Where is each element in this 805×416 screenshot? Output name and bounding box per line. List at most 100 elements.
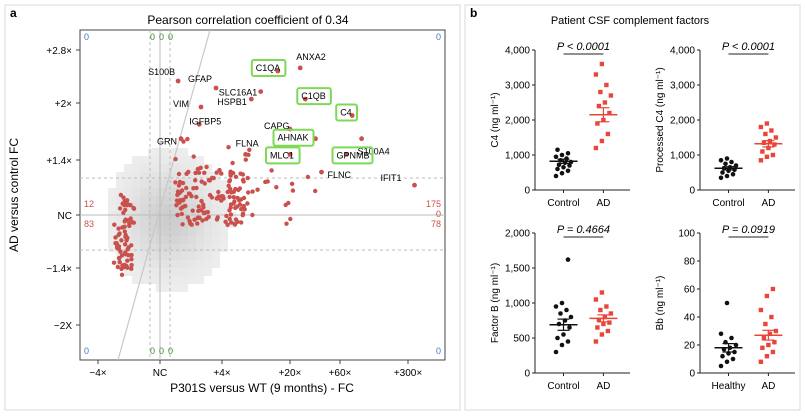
- density-cell: [124, 172, 132, 180]
- data-point: [555, 335, 560, 341]
- panel-a-label: a: [10, 6, 17, 20]
- data-point: [607, 320, 612, 325]
- data-point: [770, 152, 776, 158]
- density-cell: [220, 236, 228, 244]
- density-cell: [188, 188, 196, 196]
- density-cell: [132, 156, 140, 164]
- data-point: [769, 128, 774, 133]
- density-cell: [188, 180, 196, 188]
- density-cell: [180, 228, 188, 236]
- strip-y-label: Processed C4 (ng ml⁻¹): [655, 67, 666, 172]
- density-cell: [172, 164, 180, 172]
- density-cell: [164, 260, 172, 268]
- y-tick-label: 60: [684, 285, 696, 296]
- scatter-point: [194, 194, 199, 200]
- density-cell: [172, 236, 180, 244]
- scatter-point: [216, 189, 221, 195]
- density-cell: [196, 244, 204, 252]
- density-cell: [140, 188, 148, 196]
- density-cell: [188, 268, 196, 276]
- density-cell: [204, 268, 212, 276]
- density-cell: [212, 188, 220, 196]
- data-point: [724, 359, 730, 365]
- density-cell: [220, 188, 228, 196]
- scatter-point: [122, 242, 128, 247]
- scatter-point: [204, 164, 209, 170]
- strip-chart-1: 0 1,000 2,000 3,000 4,000 C4 (ng ml⁻¹) Control…: [490, 41, 630, 209]
- scatter-point: [117, 256, 122, 261]
- density-cell: [132, 276, 140, 284]
- scatter-point: [236, 187, 241, 193]
- labeled-point-c1qa: [275, 68, 281, 74]
- density-cell: [172, 244, 180, 252]
- p-value-label: P < 0.0001: [722, 41, 775, 53]
- density-cell: [140, 276, 148, 284]
- data-point: [605, 131, 611, 137]
- density-cell: [140, 236, 148, 244]
- data-point: [760, 149, 765, 154]
- density-cell: [140, 268, 148, 276]
- data-point: [764, 121, 770, 126]
- density-cell: [204, 188, 212, 196]
- density-cell: [108, 212, 116, 220]
- density-cell: [108, 236, 116, 244]
- count-bottom-green: 0: [159, 346, 164, 356]
- density-cell: [204, 260, 212, 268]
- y-tick-label: 3,000: [670, 81, 695, 92]
- labeled-point-s100a4: [359, 136, 364, 142]
- data-point: [555, 166, 560, 172]
- density-cell: [164, 268, 172, 276]
- panel-b-frame: [464, 4, 801, 411]
- count-bottom-green: 0: [150, 346, 155, 356]
- scatter-point: [243, 157, 248, 162]
- data-point: [595, 121, 600, 126]
- scatter-point: [229, 220, 234, 225]
- scatter-point: [190, 208, 195, 213]
- scatter-point: [119, 272, 125, 277]
- density-cell: [164, 180, 172, 188]
- density-cell: [204, 180, 212, 188]
- point-label-c4: C4: [340, 108, 352, 118]
- density-cell: [124, 260, 132, 268]
- point-label-gpnmb: GPNMB: [337, 150, 370, 160]
- density-cell: [204, 244, 212, 252]
- scatter-point: [127, 223, 132, 229]
- density-cell: [212, 228, 220, 236]
- density-cell: [116, 212, 124, 220]
- strip-y-label: C4 (ng ml⁻¹): [490, 92, 501, 147]
- data-point: [733, 163, 739, 168]
- category-label-ad: AD: [596, 381, 610, 392]
- density-cell: [188, 164, 196, 172]
- density-cell: [148, 180, 156, 188]
- data-point: [604, 82, 609, 88]
- count-bottom-green: 0: [168, 346, 173, 356]
- density-cell: [196, 276, 204, 284]
- density-cell: [108, 220, 116, 228]
- scatter-point: [233, 174, 239, 179]
- density-cell: [140, 260, 148, 268]
- density-cell: [148, 172, 156, 180]
- x-axis-label: P301S versus WT (9 months) - FC: [170, 381, 354, 395]
- scatter-point: [178, 206, 184, 211]
- density-cell: [220, 220, 228, 228]
- count-top-green: 0: [150, 32, 155, 42]
- density-cell: [196, 268, 204, 276]
- y-tick-label: NC: [58, 211, 72, 222]
- density-cell: [164, 284, 172, 292]
- scatter-point: [123, 207, 128, 213]
- density-cell: [140, 172, 148, 180]
- data-point: [730, 356, 736, 362]
- scatter-point: [123, 264, 128, 269]
- data-point: [596, 317, 602, 322]
- density-cell: [140, 228, 148, 236]
- scatter-point: [129, 257, 134, 262]
- scatter-point: [173, 156, 178, 162]
- density-cell: [148, 268, 156, 276]
- scatter-point: [239, 220, 244, 225]
- data-point: [758, 359, 764, 364]
- point-label-igfbp5: IGFBP5: [189, 116, 221, 126]
- highlight-box-c1qa: [250, 59, 287, 77]
- density-cell: [124, 268, 132, 276]
- labeled-point-igfbp5: [196, 121, 202, 127]
- data-point: [763, 321, 768, 327]
